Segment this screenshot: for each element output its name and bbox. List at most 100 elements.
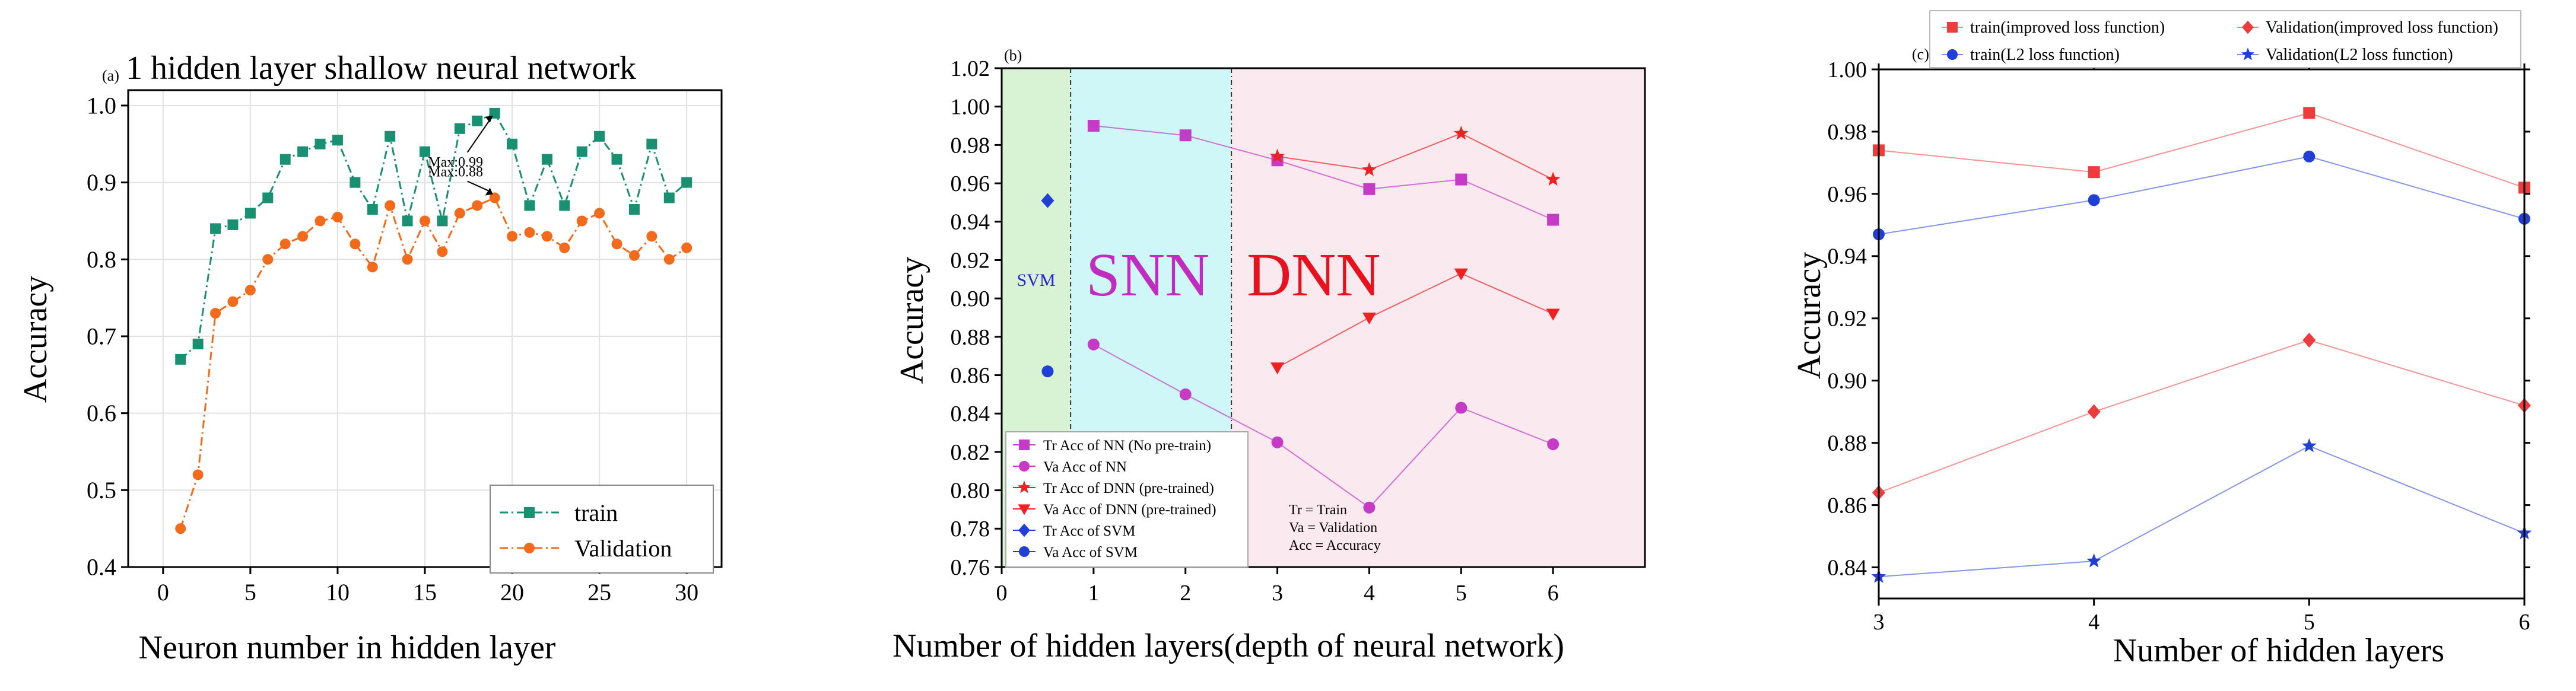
- series-line-train-improved-loss-function: [1878, 112, 2525, 189]
- series-line-va-acc-of-nn: [1093, 343, 1554, 509]
- legend-marker-va-acc-of-nn: [1019, 461, 1030, 472]
- chart-c-legend-box: [1929, 10, 2521, 68]
- data-point-train: [402, 215, 413, 227]
- region-label-snn: SNN: [1086, 241, 1209, 309]
- data-point-train: [244, 208, 256, 219]
- x-tick-label: 20: [500, 579, 524, 606]
- data-point-validation: [262, 254, 274, 265]
- chart-b-x-axis-label: Number of hidden layers(depth of neural …: [892, 628, 1564, 664]
- data-point-train: [192, 338, 204, 349]
- data-point-tr-acc-of-nn-no-pre-train: [1179, 129, 1192, 142]
- data-point-va-acc-of-dnn-pre-trained: [1546, 308, 1560, 321]
- chart-b-y-axis-label: Accuracy: [894, 257, 930, 384]
- data-point-validation: [244, 285, 256, 296]
- chart-c-tick-labels: 3 4 5 6 0.84 0.86 0.88 0.90 0.92 0.94 0.96 0.98 1.00: [1828, 58, 2530, 635]
- y-tick-label: 0.98: [951, 133, 990, 158]
- x-tick-label: 1: [1088, 581, 1099, 606]
- data-point-train: [210, 223, 221, 234]
- y-tick-label: 1.02: [951, 56, 990, 81]
- y-tick-label: 0.88: [1828, 431, 1867, 456]
- data-point-train: [681, 177, 693, 188]
- data-point-va-acc-of-nn: [1455, 402, 1468, 414]
- data-point-train: [350, 177, 361, 188]
- x-tick-label: 6: [2519, 610, 2530, 635]
- data-point-validation: [472, 200, 483, 211]
- data-point-validation: [332, 211, 343, 222]
- data-point-train: [367, 204, 378, 215]
- data-point-va-acc-of-dnn-pre-trained: [1270, 362, 1285, 375]
- chart-c-axes: [1872, 63, 2530, 606]
- chart-a-y-axis-label: Accuracy: [17, 276, 54, 403]
- data-point-train: [541, 154, 552, 165]
- x-tick-label: 4: [1364, 581, 1375, 606]
- series-line-tr-acc-of-dnn-pre-trained: [1277, 132, 1554, 180]
- data-point-train: [611, 154, 622, 165]
- chart-a-annotation-train-max: Max:0.99: [428, 155, 483, 170]
- data-point-train: [385, 130, 396, 142]
- legend-marker-validation-improved-loss-function: [2242, 20, 2254, 34]
- y-tick-label: 0.9: [87, 169, 116, 196]
- y-tick-label: 0.90: [951, 286, 990, 311]
- data-point-validation: [402, 254, 413, 265]
- legend-marker-train-improved-loss-function: [1947, 22, 1958, 33]
- data-point-validation: [210, 308, 221, 319]
- x-tick-label: 0: [996, 581, 1008, 606]
- data-point-train: [559, 200, 570, 211]
- chart-a-legend: train Validation: [490, 485, 714, 574]
- data-point-train: [576, 146, 587, 157]
- data-point-train: [175, 354, 186, 365]
- chart-b-note-accuracy: Acc = Accuracy: [1289, 538, 1381, 553]
- x-tick-label: 6: [1548, 581, 1559, 606]
- data-point-validation: [350, 238, 361, 250]
- data-point-tr-acc-of-dnn-pre-trained: [1270, 148, 1285, 163]
- chart-c: 3 4 5 6 0.84 0.86 0.88 0.90 0.92 0.94 0.96 0.98 1.00…: [1791, 10, 2532, 669]
- data-point-train-l2-loss-function: [2088, 194, 2100, 206]
- legend-label-train-l2-loss-function: train(L2 loss function): [1970, 46, 2120, 64]
- data-point-validation-improved-loss-function: [2087, 404, 2101, 419]
- x-tick-label: 3: [1873, 610, 1885, 635]
- y-tick-label: 0.84: [1828, 555, 1867, 580]
- legend-label-tr-acc-of-nn-no-pre-train: Tr Acc of NN (No pre-train): [1043, 438, 1211, 454]
- chart-c-x-axis-label: Number of hidden layers: [2113, 632, 2444, 669]
- data-point-validation: [454, 208, 465, 219]
- data-point-tr-acc-of-dnn-pre-trained: [1362, 162, 1377, 176]
- chart-c-y-axis-label: Accuracy: [1791, 252, 1828, 380]
- y-tick-label: 0.94: [951, 210, 990, 235]
- series-line-validation: [179, 196, 688, 529]
- y-tick-label: 0.80: [951, 479, 990, 504]
- y-tick-label: 0.92: [1828, 307, 1867, 332]
- x-tick-label: 2: [1180, 581, 1191, 606]
- chart-b-legend-box: [1005, 431, 1249, 568]
- data-point-validation: [437, 246, 448, 257]
- y-tick-label: 0.76: [951, 555, 990, 580]
- data-point-tr-acc-of-dnn-pre-trained: [1453, 126, 1469, 140]
- chart-a-panel-label: (a): [102, 67, 119, 84]
- data-point-tr-acc-of-nn-no-pre-train: [1087, 120, 1100, 132]
- data-point-tr-acc-of-dnn-pre-trained: [1545, 171, 1561, 186]
- data-point-validation: [489, 192, 500, 203]
- chart-b-axes: [995, 67, 1646, 574]
- data-point-validation: [420, 215, 430, 227]
- legend-marker-validation-l2-loss-function: [2241, 47, 2255, 60]
- data-point-validation: [175, 523, 186, 534]
- data-point-validation: [628, 250, 640, 261]
- data-point-tr-acc-of-svm: [1041, 193, 1054, 208]
- y-tick-label: 0.88: [951, 325, 990, 350]
- chart-b-region-labels: SVM SNN DNN: [1017, 241, 1381, 309]
- chart-c-series: [1871, 107, 2532, 583]
- data-point-va-acc-of-dnn-pre-trained: [1454, 268, 1468, 281]
- data-point-validation-improved-loss-function: [2302, 332, 2316, 348]
- data-point-train: [594, 130, 605, 142]
- y-tick-label: 0.96: [951, 171, 990, 196]
- data-point-train: [332, 135, 343, 146]
- chart-b-legend: Tr Acc of NN (No pre-train) Va Acc of NN T…: [1005, 431, 1249, 568]
- data-point-va-acc-of-dnn-pre-trained: [1362, 313, 1376, 324]
- legend-label-validation-improved-loss-function: Validation(improved loss function): [2266, 18, 2498, 37]
- legend-label-tr-acc-of-svm: Tr Acc of SVM: [1043, 523, 1135, 539]
- data-point-train: [297, 146, 309, 157]
- data-point-train: [507, 138, 518, 149]
- chart-a: (a) 1 hidden layer shallow neural networ…: [17, 50, 723, 666]
- chart-a-title: 1 hidden layer shallow neural network: [126, 50, 636, 87]
- data-point-validation: [227, 296, 239, 307]
- data-point-validation: [279, 238, 291, 250]
